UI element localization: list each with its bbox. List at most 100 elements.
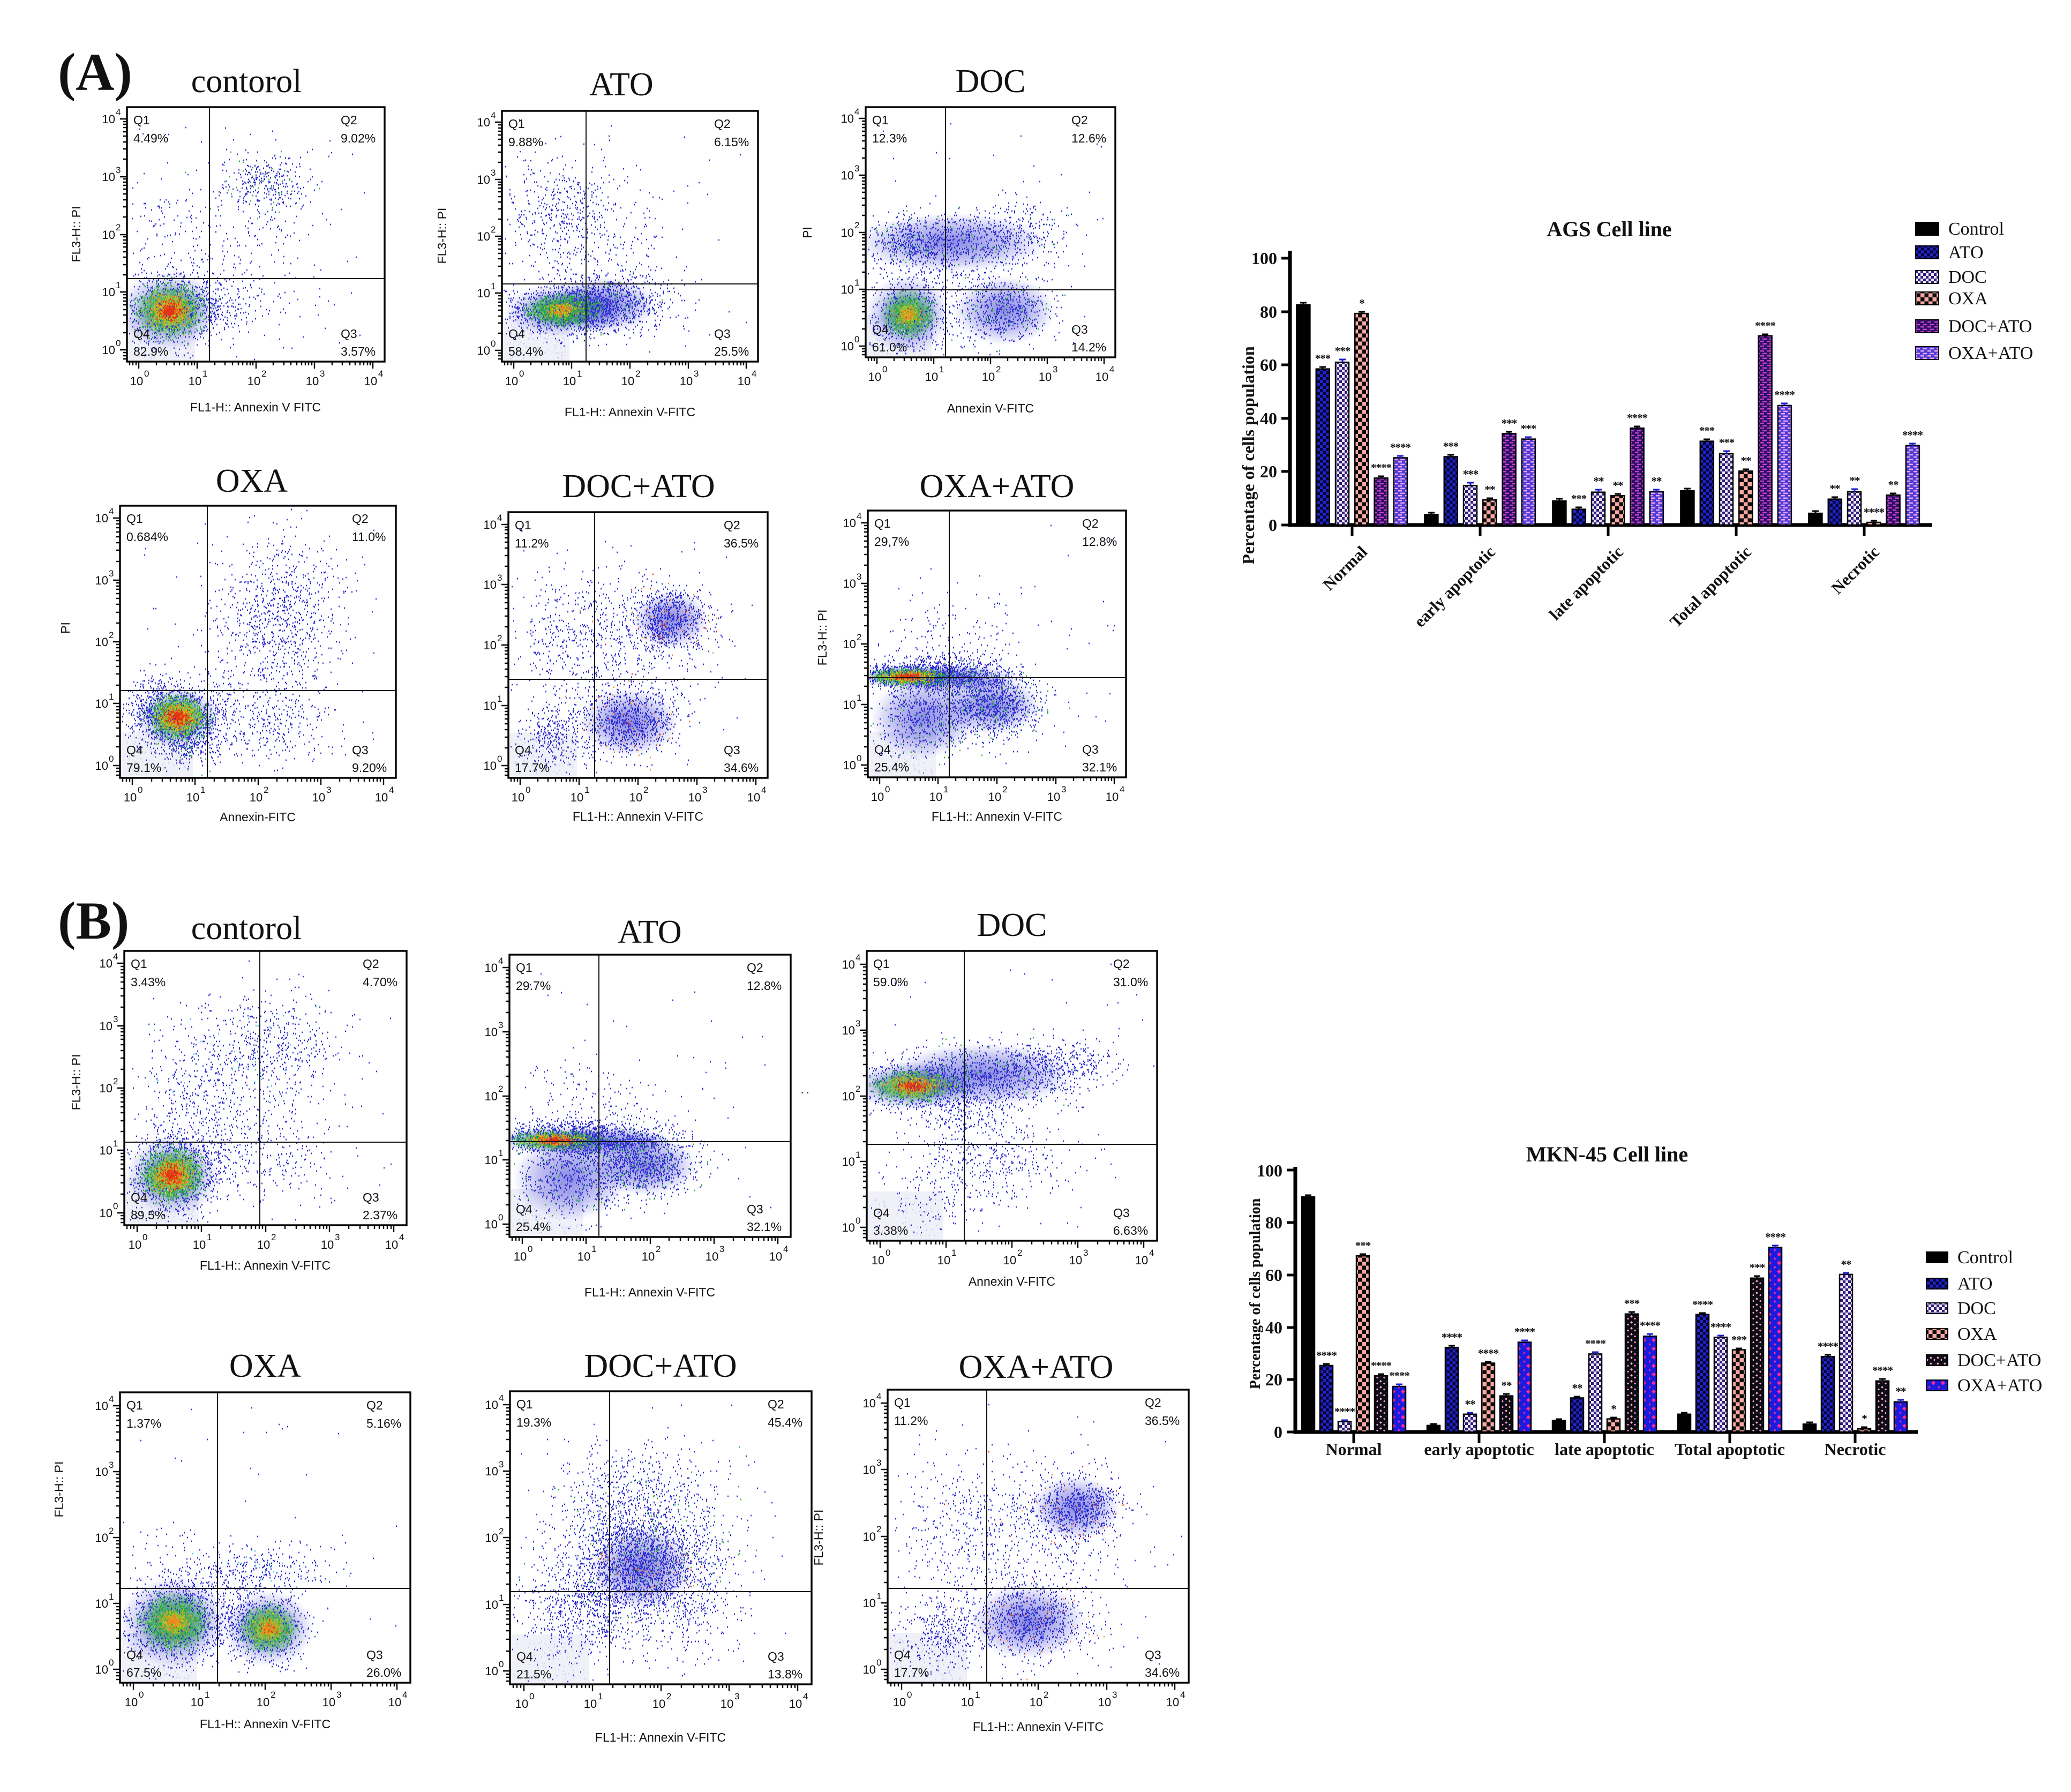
- svg-text:****: ****: [1478, 1347, 1499, 1360]
- svg-text:1: 1: [876, 1591, 881, 1601]
- svg-text:10: 10: [257, 1696, 269, 1709]
- svg-text:4: 4: [491, 110, 496, 121]
- svg-text:17.7%: 17.7%: [894, 1666, 929, 1679]
- svg-text:10: 10: [129, 1238, 141, 1251]
- svg-text:10: 10: [484, 639, 497, 652]
- svg-text:2: 2: [116, 222, 121, 233]
- svg-text:Q4: Q4: [131, 1190, 147, 1204]
- svg-text:10: 10: [95, 574, 108, 587]
- svg-text:10: 10: [868, 370, 881, 384]
- svg-text:3: 3: [497, 573, 502, 583]
- svg-text:9.20%: 9.20%: [352, 761, 387, 775]
- svg-text:Q3: Q3: [1113, 1206, 1130, 1220]
- svg-text:3: 3: [499, 1459, 504, 1469]
- svg-text:10: 10: [841, 340, 854, 353]
- svg-text:*: *: [1611, 1403, 1616, 1415]
- svg-text:**: **: [1485, 483, 1496, 496]
- svg-text:10: 10: [95, 697, 108, 710]
- svg-text:2: 2: [1017, 1248, 1022, 1258]
- svg-text:2.37%: 2.37%: [363, 1208, 397, 1222]
- svg-text:58.4%: 58.4%: [508, 344, 543, 358]
- svg-text:****: ****: [1371, 461, 1392, 474]
- svg-text:PI: PI: [800, 227, 814, 238]
- svg-text:ATO: ATO: [1948, 243, 1984, 263]
- svg-text:10: 10: [95, 1531, 108, 1544]
- svg-text:10: 10: [102, 170, 115, 184]
- svg-text:25.4%: 25.4%: [874, 760, 909, 774]
- svg-text:60: 60: [1265, 1265, 1282, 1285]
- svg-text:FL1-H:: Annexin V-FITC: FL1-H:: Annexin V-FITC: [932, 809, 1062, 823]
- svg-text:Q3: Q3: [1082, 743, 1099, 756]
- svg-text:10: 10: [485, 1090, 498, 1103]
- svg-text:2: 2: [497, 633, 502, 643]
- svg-text:Q4: Q4: [874, 743, 891, 756]
- svg-text:Q1: Q1: [516, 961, 532, 974]
- svg-text:10: 10: [621, 374, 634, 388]
- svg-text:FL1-H:: Annexin V-FITC: FL1-H:: Annexin V-FITC: [973, 1720, 1104, 1734]
- svg-text:4: 4: [1149, 1248, 1154, 1258]
- svg-text:FL3-H:: PI: FL3-H:: PI: [435, 208, 449, 264]
- svg-text:10: 10: [1047, 790, 1060, 804]
- svg-text:4: 4: [854, 107, 859, 117]
- svg-text:14.2%: 14.2%: [1071, 340, 1106, 354]
- svg-text:10: 10: [247, 374, 260, 388]
- svg-text:4: 4: [783, 1244, 788, 1254]
- svg-text:1.37%: 1.37%: [126, 1416, 161, 1430]
- svg-text:late apoptotic: late apoptotic: [1545, 542, 1627, 624]
- svg-text:10: 10: [563, 374, 576, 388]
- svg-text:3: 3: [320, 369, 325, 379]
- svg-text:Q1: Q1: [131, 957, 147, 971]
- svg-text:0: 0: [491, 339, 496, 349]
- svg-text:10: 10: [193, 1238, 206, 1251]
- svg-text:4: 4: [803, 1691, 808, 1701]
- svg-text:32.1%: 32.1%: [1082, 760, 1117, 774]
- svg-text:OXA+ATO: OXA+ATO: [920, 468, 1075, 505]
- svg-text:10: 10: [95, 512, 108, 525]
- svg-text:10: 10: [1166, 1696, 1179, 1709]
- svg-text:1: 1: [202, 369, 207, 379]
- svg-text:0: 0: [876, 1658, 881, 1668]
- svg-text:10: 10: [843, 759, 856, 772]
- svg-text:10: 10: [485, 961, 498, 974]
- svg-text:Annexin-FITC: Annexin-FITC: [220, 810, 296, 824]
- svg-text:Q1: Q1: [516, 1397, 533, 1411]
- svg-text:10: 10: [95, 1663, 108, 1676]
- svg-text:Percentage of cells population: Percentage of cells population: [1247, 1198, 1264, 1389]
- svg-text:10: 10: [842, 1155, 855, 1168]
- svg-text:21.5%: 21.5%: [516, 1667, 551, 1681]
- svg-text:4: 4: [497, 513, 502, 523]
- svg-text:1: 1: [491, 281, 496, 291]
- svg-text:10: 10: [477, 287, 490, 300]
- svg-text:10: 10: [514, 1250, 527, 1263]
- svg-text:10: 10: [306, 374, 319, 388]
- svg-text:DOC: DOC: [956, 63, 1026, 100]
- svg-text:10: 10: [961, 1696, 974, 1709]
- svg-text:2: 2: [264, 785, 268, 795]
- svg-text:contorol: contorol: [191, 910, 302, 947]
- svg-text:10: 10: [124, 791, 137, 804]
- svg-text:*: *: [1862, 1412, 1867, 1425]
- svg-text:****: ****: [1640, 1319, 1661, 1332]
- svg-text:10: 10: [842, 1221, 855, 1234]
- svg-text:3.43%: 3.43%: [131, 975, 166, 989]
- svg-text:ATO: ATO: [618, 914, 681, 950]
- svg-text:OXA: OXA: [1957, 1324, 1997, 1344]
- svg-text:10: 10: [843, 638, 856, 651]
- svg-text:10: 10: [1098, 1696, 1111, 1709]
- svg-text:4: 4: [761, 785, 766, 795]
- svg-text:**: **: [1465, 1398, 1476, 1411]
- svg-text:1: 1: [497, 694, 502, 704]
- svg-text:0: 0: [109, 1658, 114, 1668]
- svg-text:OXA+ATO: OXA+ATO: [1957, 1376, 2042, 1396]
- svg-text:10: 10: [100, 1082, 112, 1095]
- svg-text:4: 4: [378, 369, 383, 379]
- svg-text:2: 2: [666, 1691, 671, 1701]
- svg-text:0: 0: [498, 1212, 503, 1223]
- svg-text:2: 2: [656, 1244, 661, 1254]
- svg-text:Q1: Q1: [133, 113, 150, 127]
- svg-text:Q2: Q2: [366, 1398, 383, 1412]
- svg-text:2: 2: [113, 1076, 118, 1086]
- svg-text:10: 10: [925, 370, 938, 384]
- svg-text:10: 10: [125, 1696, 138, 1709]
- svg-text:3: 3: [876, 1458, 881, 1468]
